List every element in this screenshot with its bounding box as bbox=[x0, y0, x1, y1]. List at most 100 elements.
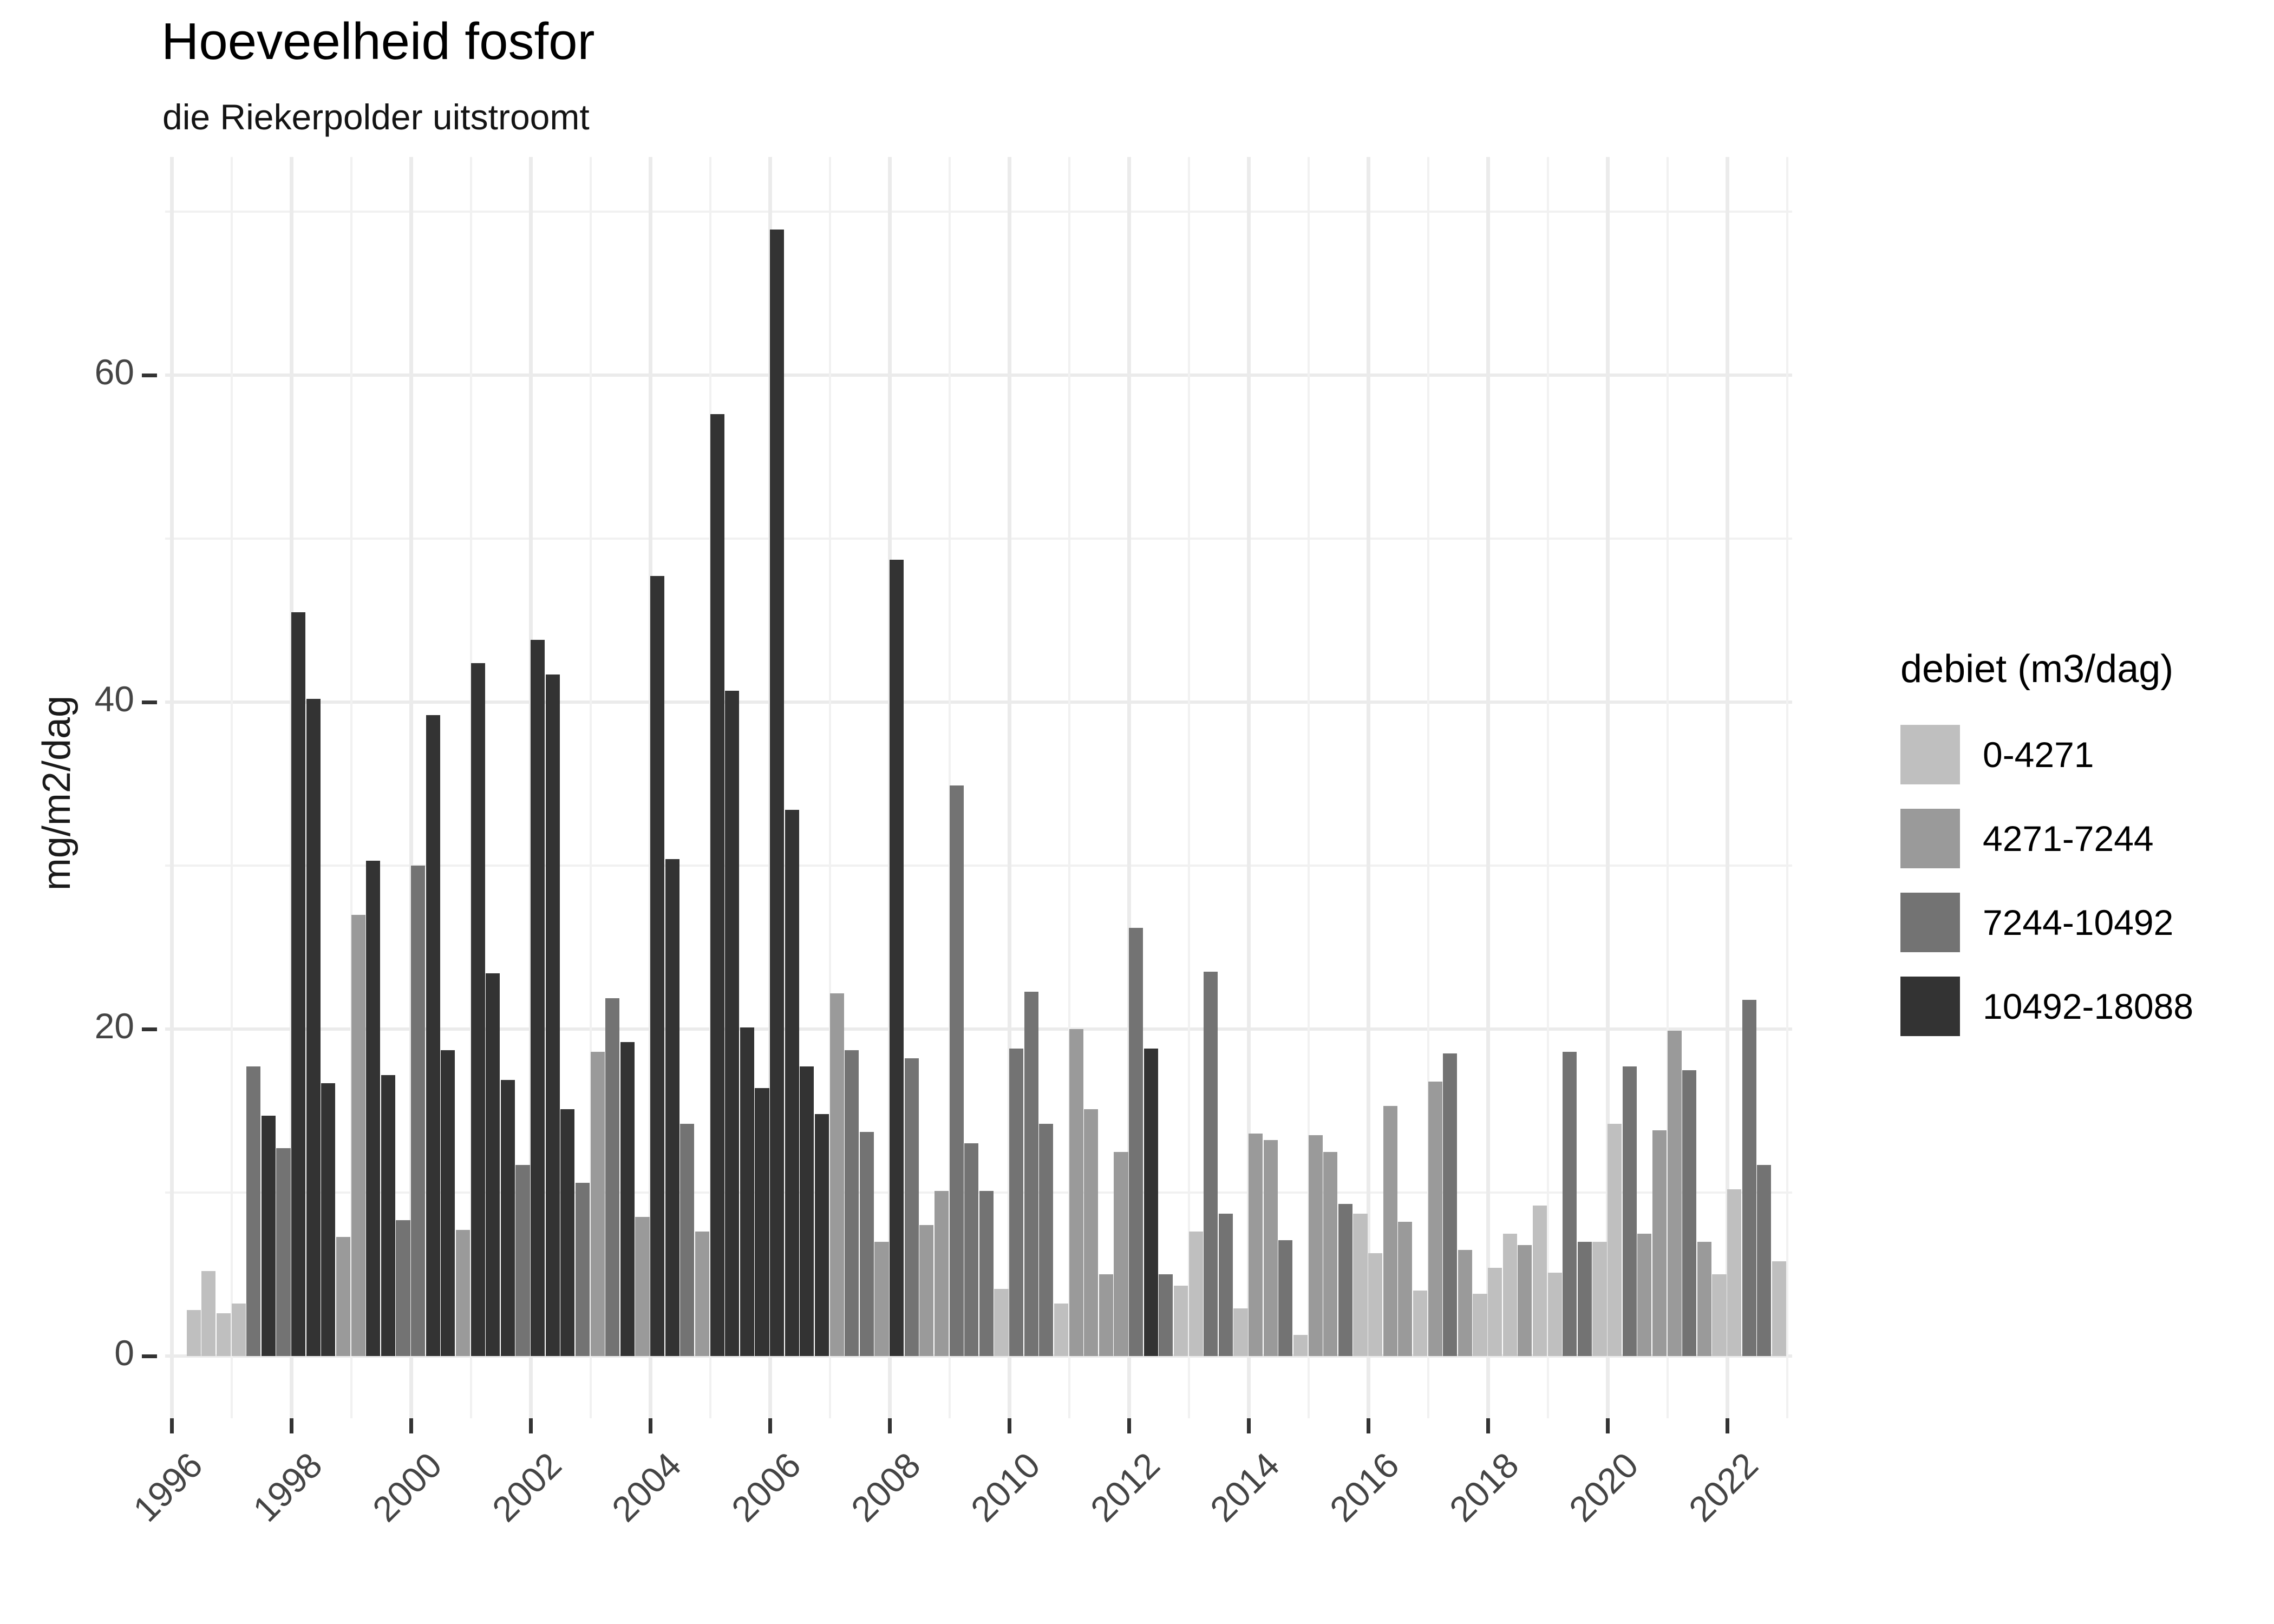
x-axis-tick bbox=[289, 1418, 293, 1433]
legend-item-label: 4271-7244 bbox=[1983, 818, 2154, 859]
bar bbox=[605, 998, 620, 1356]
gridline-x-minor bbox=[1068, 157, 1070, 1418]
y-axis-tick-label: 40 bbox=[94, 679, 134, 719]
x-axis-tick-label: 2018 bbox=[1441, 1444, 1527, 1529]
x-axis-tick-label: 2016 bbox=[1322, 1444, 1407, 1529]
bar bbox=[1263, 1140, 1278, 1356]
y-axis-tick bbox=[142, 700, 157, 704]
bar bbox=[1159, 1274, 1173, 1356]
bar bbox=[411, 866, 426, 1356]
bar bbox=[1249, 1134, 1263, 1356]
x-axis-tick bbox=[1246, 1418, 1251, 1433]
legend: debiet (m3/dag) 0-4271 4271-7244 7244-1049… bbox=[1900, 647, 2193, 1060]
bar bbox=[785, 810, 799, 1356]
legend-swatch bbox=[1900, 809, 1960, 868]
bar bbox=[201, 1271, 216, 1356]
bar bbox=[620, 1042, 635, 1356]
bar bbox=[665, 859, 679, 1356]
gridline-y-major bbox=[165, 374, 1792, 377]
bar bbox=[1413, 1291, 1428, 1356]
bar bbox=[231, 1304, 246, 1356]
gridline-x-minor bbox=[1786, 157, 1788, 1418]
bar bbox=[1488, 1267, 1502, 1356]
bar bbox=[366, 860, 381, 1356]
x-axis-tick-label: 2006 bbox=[723, 1444, 809, 1529]
bar bbox=[291, 612, 306, 1356]
bar bbox=[1428, 1081, 1442, 1356]
x-axis-tick-label: 2014 bbox=[1202, 1444, 1288, 1529]
gridline-x-major bbox=[1127, 157, 1131, 1418]
bar bbox=[890, 560, 904, 1356]
y-axis-tick bbox=[142, 1354, 157, 1358]
bar bbox=[1293, 1334, 1308, 1356]
bar bbox=[1353, 1214, 1368, 1356]
bar bbox=[1278, 1240, 1293, 1356]
bar bbox=[680, 1124, 695, 1356]
bar bbox=[261, 1116, 276, 1356]
x-axis-tick bbox=[528, 1418, 533, 1433]
bar bbox=[1532, 1206, 1547, 1356]
x-axis-tick bbox=[1725, 1418, 1729, 1433]
x-axis-tick-label: 2020 bbox=[1561, 1444, 1646, 1529]
bar bbox=[919, 1225, 934, 1356]
bar bbox=[426, 715, 440, 1356]
bar bbox=[979, 1190, 994, 1356]
bar bbox=[396, 1220, 410, 1356]
bar bbox=[1712, 1274, 1727, 1356]
bar bbox=[306, 698, 321, 1356]
y-axis-tick-label: 60 bbox=[94, 352, 134, 392]
bar bbox=[934, 1190, 949, 1356]
bar bbox=[1682, 1070, 1697, 1356]
gridline-y-minor bbox=[165, 1191, 1792, 1194]
bar bbox=[874, 1241, 889, 1356]
bar bbox=[1218, 1214, 1233, 1356]
bar bbox=[1368, 1253, 1383, 1356]
bar bbox=[859, 1132, 874, 1356]
bar bbox=[1563, 1052, 1577, 1356]
legend-item-label: 10492-18088 bbox=[1983, 986, 2194, 1026]
x-axis-tick bbox=[409, 1418, 413, 1433]
bar bbox=[1054, 1304, 1069, 1356]
chart-title: Hoeveelheid fosfor bbox=[161, 12, 595, 70]
x-axis-tick-label: 2008 bbox=[843, 1444, 929, 1529]
bar bbox=[1608, 1124, 1622, 1356]
bar bbox=[1069, 1029, 1083, 1356]
bar bbox=[1323, 1151, 1338, 1356]
bar bbox=[1009, 1049, 1024, 1356]
bar bbox=[321, 1083, 336, 1356]
bar bbox=[1667, 1031, 1682, 1356]
bar bbox=[1697, 1241, 1711, 1356]
x-axis-tick bbox=[1486, 1418, 1490, 1433]
bar bbox=[455, 1230, 471, 1356]
gridline-y-minor bbox=[165, 211, 1792, 213]
bar bbox=[994, 1289, 1009, 1356]
y-axis-tick bbox=[142, 373, 157, 377]
bar bbox=[1398, 1222, 1413, 1356]
bar bbox=[1502, 1233, 1517, 1356]
bar bbox=[276, 1148, 291, 1356]
gridline-x-major bbox=[1008, 157, 1011, 1418]
bar bbox=[1084, 1109, 1099, 1356]
x-axis-tick bbox=[648, 1418, 652, 1433]
legend-item: 0-4271 bbox=[1900, 725, 2193, 784]
bar bbox=[1727, 1189, 1742, 1356]
y-axis-tick-label: 20 bbox=[94, 1006, 134, 1046]
plot-panel bbox=[165, 157, 1792, 1418]
x-axis-tick-label: 2012 bbox=[1082, 1444, 1168, 1529]
bar bbox=[1443, 1053, 1458, 1356]
gridline-y-major bbox=[165, 700, 1792, 704]
bar bbox=[1308, 1135, 1323, 1356]
legend-swatch bbox=[1900, 893, 1960, 952]
x-axis-tick-label: 2000 bbox=[364, 1444, 450, 1529]
gridline-x-minor bbox=[1546, 157, 1549, 1418]
gridline-x-major bbox=[1606, 157, 1610, 1418]
legend-items: 0-4271 4271-7244 7244-10492 10492-18088 bbox=[1900, 725, 2193, 1036]
gridline-x-minor bbox=[230, 157, 233, 1418]
bar bbox=[1338, 1204, 1352, 1356]
gridline-x-minor bbox=[828, 157, 831, 1418]
bar bbox=[904, 1058, 919, 1356]
bar bbox=[381, 1075, 395, 1356]
bar bbox=[500, 1079, 515, 1356]
bar bbox=[964, 1143, 979, 1356]
bar bbox=[814, 1114, 829, 1356]
